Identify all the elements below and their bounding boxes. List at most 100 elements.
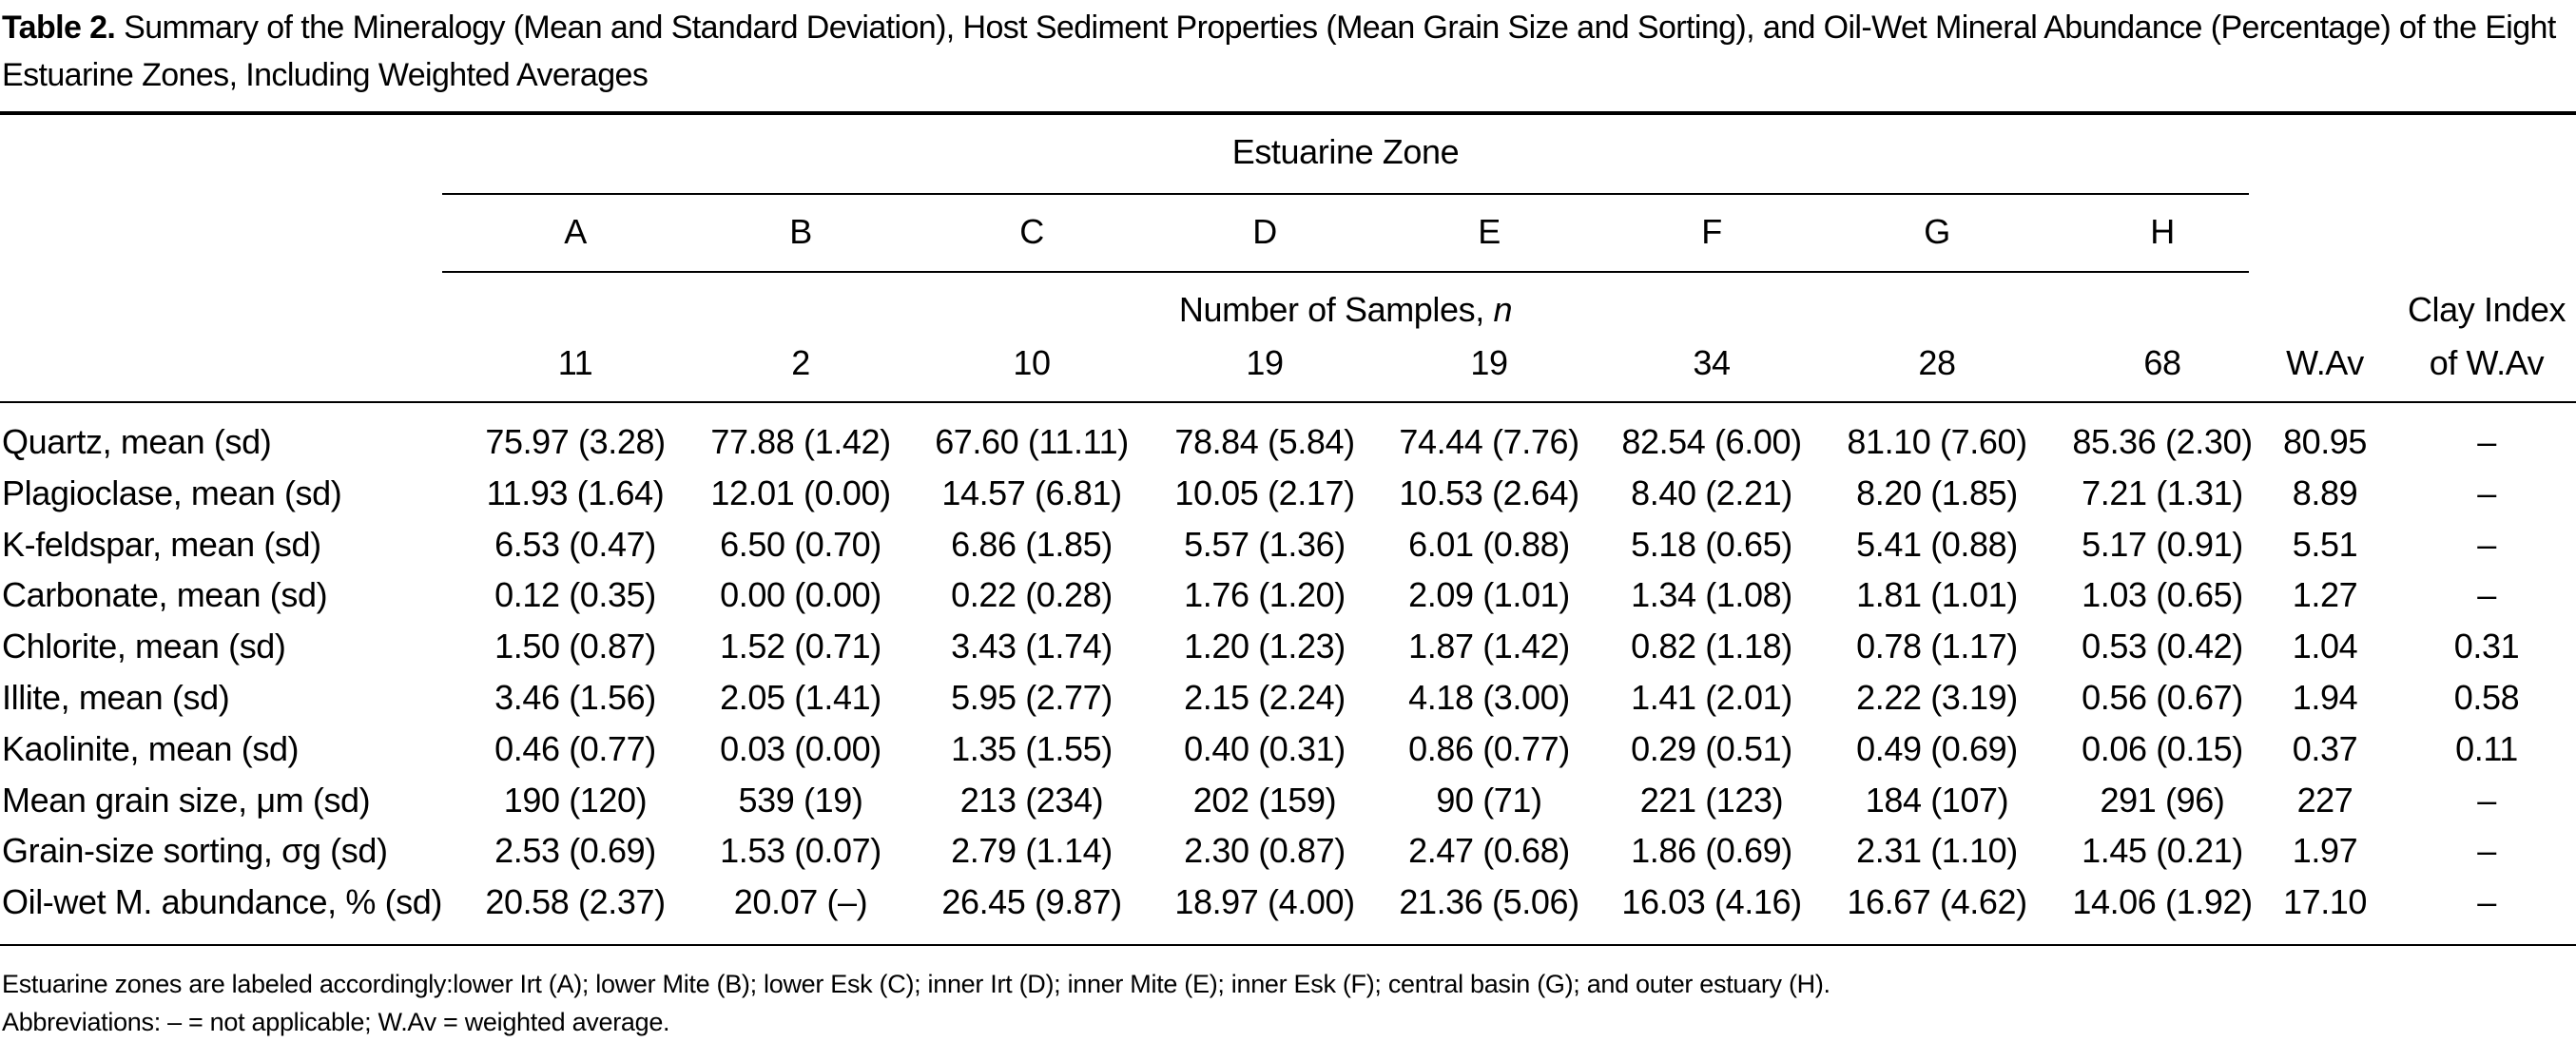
- zone-value-cell: 90 (71): [1436, 781, 1542, 820]
- caption-text: Summary of the Mineralogy (Mean and Stan…: [2, 10, 2556, 93]
- wav-cell: 1.97: [2292, 831, 2358, 870]
- zone-value-cell: 74.44 (7.76): [1399, 422, 1579, 461]
- zone-value-cell: 1.81 (1.01): [1856, 575, 2018, 614]
- zone-header-f: F: [1701, 212, 1722, 251]
- zone-value-cell: 6.50 (0.70): [720, 525, 881, 564]
- zone-value-cell: 21.36 (5.06): [1399, 882, 1579, 921]
- row-label: Illite, mean (sd): [2, 678, 230, 717]
- wav-cell: 1.04: [2292, 627, 2358, 666]
- row-label: Quartz, mean (sd): [2, 422, 272, 461]
- header-bottom-rule: [0, 401, 2576, 403]
- zone-header-h: H: [2150, 212, 2175, 251]
- zone-value-cell: 1.76 (1.20): [1184, 575, 1346, 614]
- zone-value-cell: 2.53 (0.69): [494, 831, 656, 870]
- clay-index-cell: –: [2477, 831, 2496, 870]
- zone-value-cell: 1.20 (1.23): [1184, 627, 1346, 666]
- wav-cell: 0.37: [2292, 729, 2358, 768]
- row-label: K-feldspar, mean (sd): [2, 525, 321, 564]
- table-caption: Table 2. Summary of the Mineralogy (Mean…: [2, 4, 2569, 99]
- zone-value-cell: 18.97 (4.00): [1174, 882, 1355, 921]
- zone-value-cell: 0.56 (0.67): [2082, 678, 2243, 717]
- bottom-rule: [0, 944, 2576, 946]
- zone-value-cell: 5.57 (1.36): [1184, 525, 1346, 564]
- zone-value-cell: 16.03 (4.16): [1621, 882, 1802, 921]
- sample-count: 19: [1470, 343, 1508, 382]
- zone-value-cell: 1.86 (0.69): [1631, 831, 1792, 870]
- zone-value-cell: 5.41 (0.88): [1856, 525, 2018, 564]
- wav-cell: 227: [2296, 781, 2353, 820]
- zone-header-a: A: [564, 212, 587, 251]
- sample-count: 10: [1013, 343, 1051, 382]
- zone-value-cell: 20.58 (2.37): [485, 882, 666, 921]
- zone-value-cell: 8.20 (1.85): [1856, 473, 2018, 512]
- clay-index-cell: –: [2477, 882, 2496, 921]
- sample-count: 19: [1246, 343, 1284, 382]
- zone-value-cell: 0.86 (0.77): [1408, 729, 1570, 768]
- row-label: Chlorite, mean (sd): [2, 627, 286, 666]
- footnote-zones: Estuarine zones are labeled accordingly:…: [2, 970, 1830, 998]
- zone-value-cell: 5.17 (0.91): [2082, 525, 2243, 564]
- zone-value-cell: 1.45 (0.21): [2082, 831, 2243, 870]
- row-label: Kaolinite, mean (sd): [2, 729, 300, 768]
- zone-value-cell: 7.21 (1.31): [2082, 473, 2243, 512]
- zone-value-cell: 6.01 (0.88): [1408, 525, 1570, 564]
- zone-value-cell: 0.00 (0.00): [720, 575, 881, 614]
- zone-value-cell: 14.57 (6.81): [941, 473, 1122, 512]
- zone-value-cell: 2.30 (0.87): [1184, 831, 1346, 870]
- zone-value-cell: 81.10 (7.60): [1847, 422, 2027, 461]
- zone-value-cell: 0.22 (0.28): [951, 575, 1113, 614]
- zone-value-cell: 10.53 (2.64): [1399, 473, 1579, 512]
- zone-value-cell: 6.86 (1.85): [951, 525, 1113, 564]
- zone-value-cell: 1.35 (1.55): [951, 729, 1113, 768]
- zone-value-cell: 77.88 (1.42): [710, 422, 891, 461]
- clay-index-header-line1: Clay Index: [2407, 290, 2566, 329]
- zone-value-cell: 85.36 (2.30): [2072, 422, 2253, 461]
- sample-count: 11: [557, 343, 593, 382]
- zone-header-e: E: [1478, 212, 1501, 251]
- zone-value-cell: 213 (234): [959, 781, 1104, 820]
- clay-index-cell: –: [2477, 525, 2496, 564]
- zone-header-c: C: [1019, 212, 1044, 251]
- zone-value-cell: 2.22 (3.19): [1856, 678, 2018, 717]
- wav-cell: 1.94: [2292, 678, 2358, 717]
- zone-header-b: B: [789, 212, 812, 251]
- zone-value-cell: 26.45 (9.87): [941, 882, 1122, 921]
- footnote-abbreviations: Abbreviations: – = not applicable; W.Av …: [2, 1008, 670, 1036]
- zone-value-cell: 16.67 (4.62): [1847, 882, 2027, 921]
- wav-cell: 5.51: [2292, 525, 2358, 564]
- sample-count: 28: [1918, 343, 1956, 382]
- clay-index-cell: –: [2477, 575, 2496, 614]
- estuarine-zone-header: Estuarine Zone: [1231, 132, 1460, 171]
- zone-value-cell: 0.12 (0.35): [494, 575, 656, 614]
- zone-value-cell: 3.46 (1.56): [494, 678, 656, 717]
- zone-value-cell: 0.53 (0.42): [2082, 627, 2243, 666]
- zone-value-cell: 1.52 (0.71): [720, 627, 881, 666]
- wav-header: W.Av: [2286, 343, 2364, 382]
- zone-value-cell: 190 (120): [503, 781, 648, 820]
- samples-variable: n: [1493, 290, 1513, 329]
- sample-count: 68: [2143, 343, 2181, 382]
- zone-value-cell: 10.05 (2.17): [1174, 473, 1355, 512]
- clay-index-cell: –: [2477, 422, 2496, 461]
- row-label: Mean grain size, μm (sd): [2, 781, 371, 820]
- zone-value-cell: 0.29 (0.51): [1631, 729, 1792, 768]
- row-label: Oil-wet M. abundance, % (sd): [2, 882, 442, 921]
- zone-value-cell: 6.53 (0.47): [494, 525, 656, 564]
- zone-value-cell: 5.95 (2.77): [951, 678, 1113, 717]
- zone-value-cell: 14.06 (1.92): [2072, 882, 2253, 921]
- wav-cell: 1.27: [2292, 575, 2358, 614]
- zone-value-cell: 2.15 (2.24): [1184, 678, 1346, 717]
- zone-value-cell: 67.60 (11.11): [935, 422, 1129, 461]
- zone-value-cell: 291 (96): [2100, 781, 2225, 820]
- zone-value-cell: 0.03 (0.00): [720, 729, 881, 768]
- row-label: Plagioclase, mean (sd): [2, 473, 342, 512]
- zone-value-cell: 8.40 (2.21): [1631, 473, 1792, 512]
- zone-value-cell: 3.43 (1.74): [951, 627, 1113, 666]
- zone-value-cell: 184 (107): [1865, 781, 2009, 820]
- zone-value-cell: 0.49 (0.69): [1856, 729, 2018, 768]
- zone-value-cell: 12.01 (0.00): [710, 473, 891, 512]
- samples-header: Number of Samples, n: [442, 289, 2249, 331]
- zone-value-cell: 0.06 (0.15): [2082, 729, 2243, 768]
- zone-value-cell: 82.54 (6.00): [1621, 422, 1802, 461]
